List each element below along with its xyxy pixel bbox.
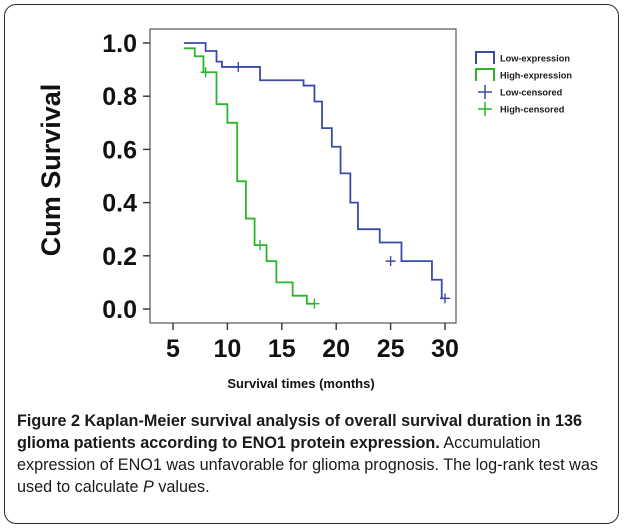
kaplan-meier-chart: 0.0 0.2 0.4 0.6 0.8 1.0 5 10 15 20 25 30 Cum Surviv… bbox=[36, 28, 572, 391]
axis-ticks: 0.0 0.2 0.4 0.6 0.8 1.0 5 10 15 20 25 30 bbox=[102, 30, 459, 363]
x-tick-label: 30 bbox=[431, 335, 459, 363]
legend-label: Low-censored bbox=[500, 88, 562, 98]
censor-mark bbox=[309, 298, 320, 309]
legend-label: High-expression bbox=[500, 71, 572, 81]
censor-mark bbox=[255, 240, 266, 251]
p-symbol: P bbox=[143, 478, 154, 496]
caption-body: Accumulation expression of ENO1 was unfa… bbox=[17, 434, 598, 496]
caption-title: Kaplan-Meier survival analysis of overal… bbox=[17, 412, 582, 452]
legend-swatch-line bbox=[475, 68, 495, 81]
x-tick-label: 15 bbox=[268, 335, 296, 363]
survival-curve-high-expression bbox=[183, 47, 315, 305]
legend-label: Low-expression bbox=[500, 54, 570, 64]
legend: Low-expression High-expression Low-censore… bbox=[475, 51, 572, 116]
y-axis-label: Cum Survival bbox=[36, 84, 66, 257]
y-tick-label: 0.4 bbox=[102, 190, 137, 218]
figure-caption: Figure 2 Kaplan-Meier survival analysis … bbox=[17, 410, 613, 498]
x-tick-label: 10 bbox=[213, 335, 241, 363]
censor-mark bbox=[233, 61, 244, 72]
x-tick-label: 25 bbox=[377, 335, 405, 363]
plot-border bbox=[149, 28, 457, 324]
survival-curves bbox=[183, 42, 445, 305]
legend-swatch-line bbox=[475, 51, 495, 64]
x-tick-label: 5 bbox=[166, 335, 180, 363]
censor-mark bbox=[440, 293, 450, 304]
censor-marks bbox=[200, 61, 450, 309]
survival-curve-low-expression bbox=[183, 42, 445, 300]
x-tick-label: 20 bbox=[322, 335, 350, 363]
figure-label: Figure 2 bbox=[17, 412, 80, 430]
legend-label: High-censored bbox=[500, 105, 564, 115]
censor-mark bbox=[200, 67, 211, 78]
y-tick-label: 0.6 bbox=[102, 136, 137, 164]
y-tick-label: 0.8 bbox=[102, 83, 137, 111]
x-axis-label: Survival times (months) bbox=[227, 376, 374, 391]
caption-body-end: values. bbox=[158, 478, 210, 496]
y-tick-label: 1.0 bbox=[102, 30, 137, 58]
censor-mark bbox=[385, 256, 396, 267]
y-tick-label: 0.0 bbox=[102, 296, 137, 324]
legend-swatch-cross bbox=[478, 85, 492, 99]
figure-frame bbox=[4, 4, 619, 524]
plot-area bbox=[149, 28, 457, 324]
y-tick-label: 0.2 bbox=[102, 243, 137, 271]
legend-swatch-cross bbox=[478, 102, 492, 116]
